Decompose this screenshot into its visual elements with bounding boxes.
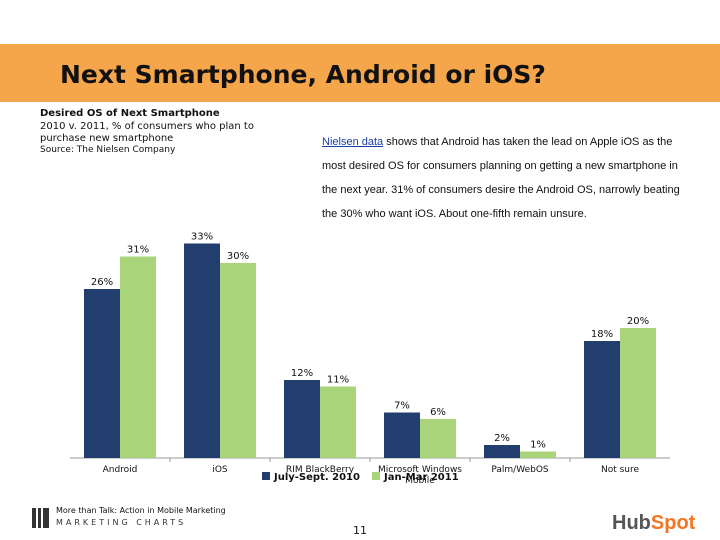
data-label: 1% — [530, 440, 546, 451]
bar-2 — [120, 256, 156, 458]
data-label: 2% — [494, 433, 510, 444]
bar-2 — [220, 263, 256, 458]
hubspot-logo-spot: Spot — [650, 512, 696, 534]
category-label: Mobile — [405, 476, 435, 486]
bar-1 — [84, 289, 120, 458]
legend-swatch-2 — [372, 472, 380, 480]
page-number: 11 — [353, 524, 367, 537]
legend-label-1: July-Sept. 2010 — [273, 472, 360, 483]
bar-1 — [184, 243, 220, 458]
category-label: Not sure — [601, 465, 640, 475]
data-label: 30% — [227, 251, 249, 262]
data-label: 26% — [91, 277, 113, 288]
slide-title: Next Smartphone, Android or iOS? — [60, 60, 546, 89]
marketing-charts-logo-icon — [32, 508, 52, 528]
chart-title: Desired OS of Next Smartphone — [40, 108, 220, 119]
bar-2 — [420, 419, 456, 458]
bar-1 — [484, 445, 520, 458]
hubspot-logo-hub: Hub — [612, 512, 651, 534]
data-label: 12% — [291, 368, 313, 379]
chart-subtitle: 2010 v. 2011, % of consumers who plan to… — [40, 121, 254, 144]
footer-brand: MARKETING CHARTS — [56, 518, 187, 527]
category-label: iOS — [212, 465, 228, 475]
data-label: 7% — [394, 401, 410, 412]
chart-source: Source: The Nielsen Company — [40, 145, 176, 155]
data-label: 11% — [327, 375, 349, 386]
data-label: 20% — [627, 316, 649, 327]
bar-1 — [584, 341, 620, 458]
data-label: 18% — [591, 329, 613, 340]
nielsen-data-link[interactable]: Nielsen data — [322, 136, 384, 148]
data-label: 31% — [127, 245, 149, 256]
description-text: Nielsen data shows that Android has take… — [322, 130, 694, 226]
bar-2 — [320, 386, 356, 458]
hubspot-logo: HubSpot — [612, 512, 695, 535]
title-band — [0, 44, 720, 102]
bar-1 — [384, 412, 420, 458]
category-label: Microsoft Windows — [378, 465, 462, 475]
bar-1 — [284, 380, 320, 458]
bar-2 — [520, 451, 556, 458]
legend-label-2: Jan-Mar 2011 — [383, 472, 459, 483]
category-label: Palm/WebOS — [491, 465, 549, 475]
data-label: 33% — [191, 232, 213, 243]
data-label: 6% — [430, 407, 446, 418]
bar-2 — [620, 328, 656, 458]
description-body: shows that Android has taken the lead on… — [322, 136, 680, 220]
legend-swatch-1 — [262, 472, 270, 480]
category-label: RIM BlackBerry — [286, 465, 355, 475]
footer-tagline: More than Talk: Action in Mobile Marketi… — [56, 506, 226, 515]
category-label: Android — [103, 465, 138, 475]
